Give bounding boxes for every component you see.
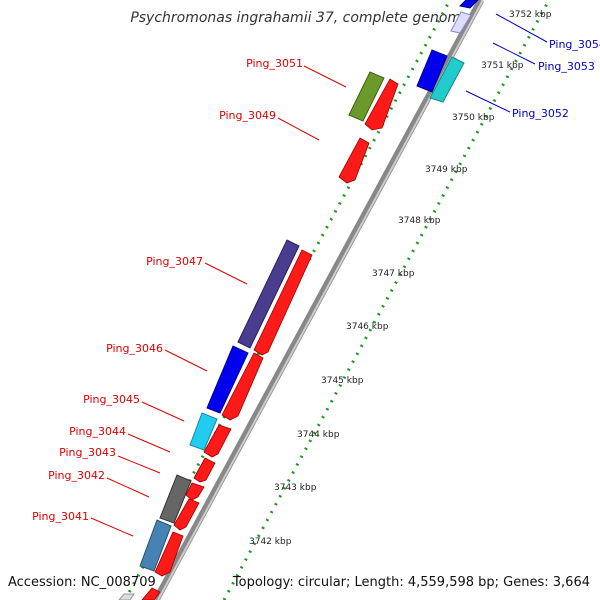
leader-line xyxy=(141,401,185,422)
gene-label: Ping_3052 xyxy=(512,107,569,120)
gene-red-bar xyxy=(338,137,370,184)
tick-label: 3742 kbp xyxy=(249,537,292,547)
leader-line xyxy=(164,349,208,372)
tick-label: 3749 kbp xyxy=(425,165,468,175)
gene-red-bar xyxy=(154,531,184,577)
gene-red-bar xyxy=(173,498,200,531)
gene-label: Ping_3043 xyxy=(59,446,116,459)
gene-ping-3054-top xyxy=(458,0,479,9)
leader-line xyxy=(117,455,161,474)
leader-line xyxy=(127,433,171,453)
right-dotted-track xyxy=(222,0,551,600)
gene-ping-3045 xyxy=(189,412,218,451)
leader-line xyxy=(90,517,134,537)
leader-line xyxy=(303,65,347,88)
gene-label: Ping_3049 xyxy=(219,109,276,122)
gene-ping-3054 xyxy=(450,11,472,34)
genome-stats: Topology: circular; Length: 4,559,598 bp… xyxy=(232,575,590,590)
gene-ping-3041 xyxy=(139,519,172,572)
gene-label: Ping_3042 xyxy=(48,469,105,482)
gene-ping-3052 xyxy=(429,56,465,103)
gene-red-bar xyxy=(221,352,264,421)
accession-label: Accession: NC_008709 xyxy=(8,575,156,590)
tick-label: 3744 kbp xyxy=(297,430,340,440)
leader-line xyxy=(204,262,248,285)
gene-red-bar xyxy=(141,587,161,600)
genome-backbone-highlight xyxy=(157,0,484,600)
tick-label: 3747 kbp xyxy=(372,269,415,279)
tick-labels: 3742 kbp 3743 kbp 3744 kbp 3745 kbp 3746… xyxy=(249,10,552,547)
gene-red-bar xyxy=(253,249,313,356)
gene-ping-3046 xyxy=(206,345,249,414)
leader-line xyxy=(465,90,511,113)
gene-red-bar xyxy=(193,457,216,483)
gene-labels-red: Ping_3051 Ping_3049 Ping_3047 Ping_3046 … xyxy=(32,57,347,537)
gene-label: Ping_3045 xyxy=(83,393,140,406)
tick-label: 3750 kbp xyxy=(452,113,495,123)
gene-ping-3042 xyxy=(159,474,192,524)
gene-ping-3047 xyxy=(237,239,300,349)
gene-ping-3053 xyxy=(416,49,448,93)
leader-line xyxy=(277,117,320,141)
gene-ping-3051 xyxy=(348,71,385,122)
gene-label: Ping_3047 xyxy=(146,255,203,268)
gene-label: Ping_3051 xyxy=(246,57,303,70)
gene-labels-blue: Ping_3054 Ping_3053 Ping_3052 xyxy=(465,13,600,120)
gene-red-bar xyxy=(203,424,232,458)
tick-label: 3752 kbp xyxy=(509,10,552,20)
genome-title: Psychromonas ingrahamii 37, complete gen… xyxy=(130,10,470,26)
gene-label: Ping_3053 xyxy=(538,60,595,73)
leader-line xyxy=(492,42,536,65)
gene-red-bar xyxy=(364,78,399,131)
tick-label: 3745 kbp xyxy=(321,376,364,386)
tick-label: 3746 kbp xyxy=(346,322,389,332)
gene-label: Ping_3044 xyxy=(69,425,126,438)
tick-label: 3748 kbp xyxy=(398,216,441,226)
gene-label: Ping_3054 xyxy=(549,38,600,51)
gene-label: Ping_3041 xyxy=(32,510,89,523)
left-dotted-track xyxy=(123,0,452,600)
gene-misc-bottom xyxy=(118,593,135,600)
gene-label: Ping_3046 xyxy=(106,342,163,355)
leader-line xyxy=(106,477,150,498)
genome-backbone xyxy=(152,0,485,600)
tick-label: 3751 kbp xyxy=(481,61,524,71)
forward-genes xyxy=(141,78,399,600)
leader-line xyxy=(495,13,548,43)
tick-label: 3743 kbp xyxy=(274,483,317,493)
gene-red-bar xyxy=(185,482,205,501)
